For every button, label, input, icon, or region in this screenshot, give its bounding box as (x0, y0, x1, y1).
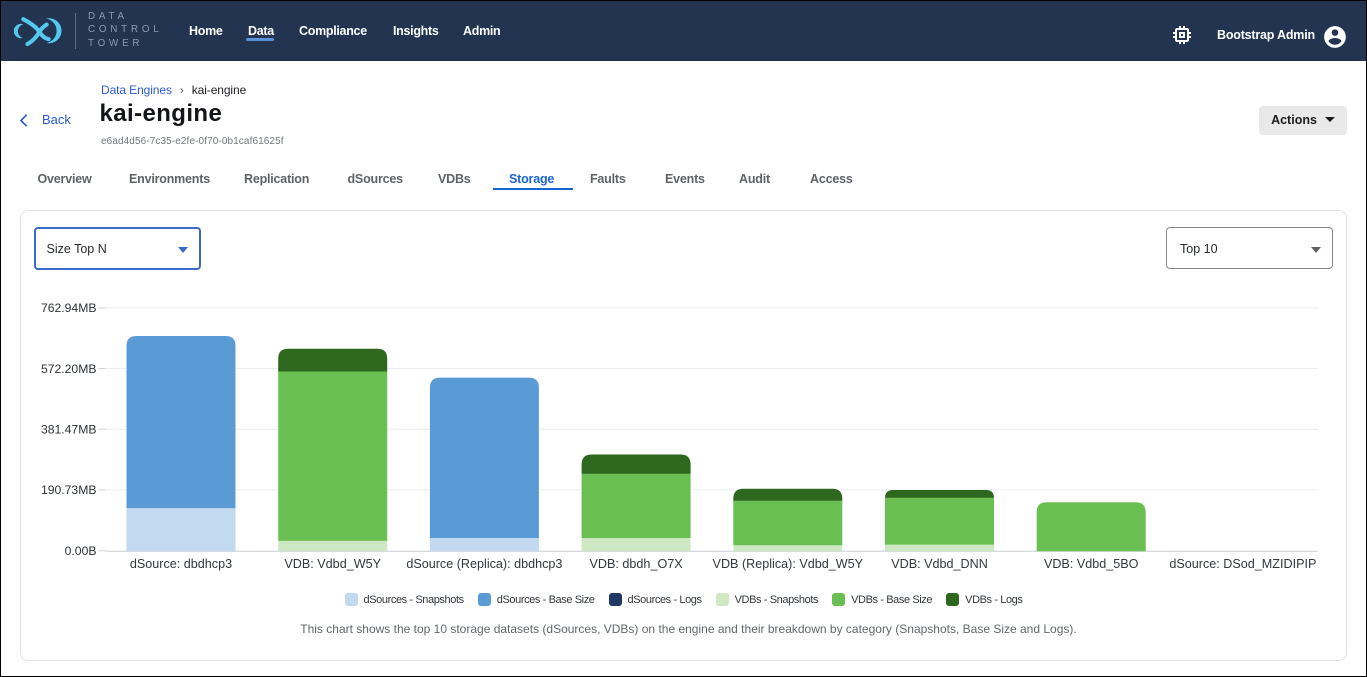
svg-text:VDB: Vdbd_W5Y: VDB: Vdbd_W5Y (284, 557, 381, 571)
svg-text:VDB (Replica): Vdbd_W5Y: VDB (Replica): Vdbd_W5Y (713, 557, 864, 571)
svg-text:dSource: dbdhcp3: dSource: dbdhcp3 (130, 557, 232, 571)
svg-text:762.94MB: 762.94MB (41, 301, 97, 315)
svg-text:381.47MB: 381.47MB (41, 423, 97, 437)
svg-text:dSource (Replica): dbdhcp3: dSource (Replica): dbdhcp3 (406, 557, 562, 571)
svg-text:190.73MB: 190.73MB (41, 483, 97, 497)
svg-text:dSource: DSod_MZIDIPIP: dSource: DSod_MZIDIPIP (1169, 557, 1316, 571)
svg-text:572.20MB: 572.20MB (41, 362, 97, 376)
svg-text:VDB: Vdbd_DNN: VDB: Vdbd_DNN (891, 557, 988, 571)
svg-text:0.00B: 0.00B (65, 544, 97, 558)
svg-text:VDB: Vdbd_5BO: VDB: Vdbd_5BO (1044, 557, 1139, 571)
svg-text:VDB: dbdh_O7X: VDB: dbdh_O7X (590, 557, 684, 571)
